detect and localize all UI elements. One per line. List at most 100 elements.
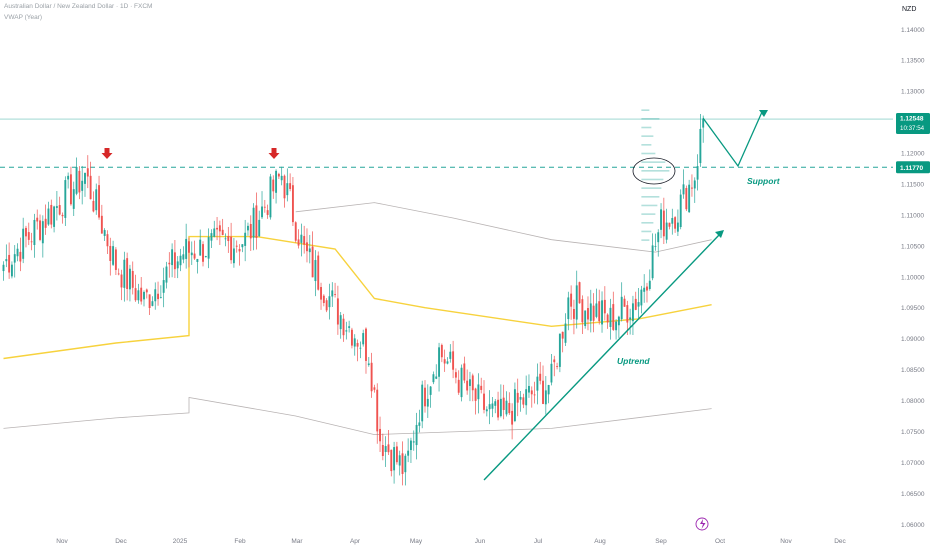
volume-profile-bar (641, 196, 660, 198)
candle-body (213, 228, 216, 237)
candle-body (426, 398, 429, 407)
volume-profile-bar (641, 109, 650, 111)
current-price-tag (896, 113, 930, 135)
candle-body (617, 316, 620, 326)
candle-body (148, 294, 151, 308)
candle-body (665, 222, 668, 240)
y-tick-label: 1.12000 (901, 151, 925, 158)
candle-body (480, 385, 483, 390)
countdown-label: 10:37:54 (900, 125, 925, 132)
candle-body (381, 445, 384, 456)
candle-body (646, 286, 648, 291)
candle-body (674, 217, 677, 229)
candle-body (320, 287, 322, 300)
x-tick-label: May (410, 538, 423, 545)
candle-body (572, 308, 575, 319)
candle-body (67, 175, 70, 180)
candle-body (561, 331, 564, 339)
candle-body (454, 372, 457, 378)
candle-body (179, 255, 182, 266)
indicator-label[interactable]: VWAP (Year) (4, 14, 43, 21)
candle-body (294, 222, 297, 241)
candle-body (210, 233, 213, 241)
y-tick-label: 1.09500 (901, 305, 925, 312)
candle-body (151, 301, 154, 306)
candle-body (449, 351, 452, 359)
candle-body (584, 310, 587, 327)
candle-body (587, 308, 589, 320)
candle-body (230, 236, 233, 261)
candle-body (410, 440, 412, 451)
candle-body (688, 184, 691, 213)
candle-body (685, 188, 688, 210)
candle-body (232, 248, 235, 264)
candle-body (303, 236, 306, 245)
candle-body (443, 359, 446, 364)
candle-body (252, 207, 255, 238)
candle-body (27, 232, 30, 240)
candle-body (202, 244, 204, 262)
candle-body (25, 227, 27, 237)
volume-profile-bar (641, 152, 656, 155)
candle-body (114, 249, 117, 270)
candle-body (460, 367, 463, 398)
y-tick-label: 1.06000 (901, 522, 925, 529)
vwap-upper-band (295, 202, 712, 253)
y-tick-label: 1.13500 (901, 58, 925, 65)
candle-body (390, 449, 393, 472)
x-tick-label: Nov (780, 538, 792, 545)
candle-body (159, 297, 162, 298)
candle-body (339, 315, 342, 330)
candle-body (623, 298, 626, 307)
candle-body (58, 205, 61, 215)
candle-body (505, 400, 508, 415)
candle-body (162, 280, 165, 293)
candle-body (474, 388, 477, 401)
candle-body (651, 245, 654, 279)
x-tick-label: Apr (350, 538, 361, 545)
candle-body (606, 314, 609, 323)
candle-body (435, 376, 438, 379)
candle-body (682, 184, 685, 195)
candle-body (356, 342, 359, 347)
candle-body (662, 210, 665, 237)
candle-body (311, 246, 314, 278)
candle-body (325, 300, 328, 311)
y-tick-label: 1.06500 (901, 491, 925, 498)
candle-body (412, 441, 415, 443)
candle-body (530, 390, 533, 395)
flash-bolt-icon (700, 519, 706, 529)
candle-body (306, 242, 308, 252)
candle-body (269, 176, 272, 218)
candle-body (322, 295, 325, 304)
candle-body (438, 347, 440, 377)
candle-body (634, 298, 637, 310)
volume-profile-bar (641, 170, 670, 172)
x-tick-label: Dec (834, 538, 846, 545)
candle-body (224, 238, 227, 240)
candle-body (41, 221, 44, 244)
candle-body (395, 446, 398, 463)
x-tick-label: Nov (56, 538, 68, 545)
currency-label: NZD (902, 6, 917, 13)
candle-body (424, 387, 426, 407)
candle-body (418, 422, 421, 426)
projection-arrowhead-icon (759, 110, 768, 117)
y-tick-label: 1.11000 (901, 212, 924, 219)
candle-body (620, 296, 623, 320)
candle-body (384, 446, 387, 452)
candle-body (483, 393, 485, 410)
x-tick-label: Feb (234, 538, 246, 545)
volume-profile-bar (641, 187, 662, 189)
candle-body (513, 389, 516, 422)
candle-body (171, 249, 174, 266)
candle-body (317, 255, 320, 290)
candle-body (247, 225, 249, 231)
candle-body (314, 260, 317, 282)
candle-body (196, 259, 199, 262)
candle-body (519, 396, 522, 400)
candle-body (393, 447, 396, 471)
candle-body (676, 222, 679, 232)
candle-body (100, 215, 103, 234)
